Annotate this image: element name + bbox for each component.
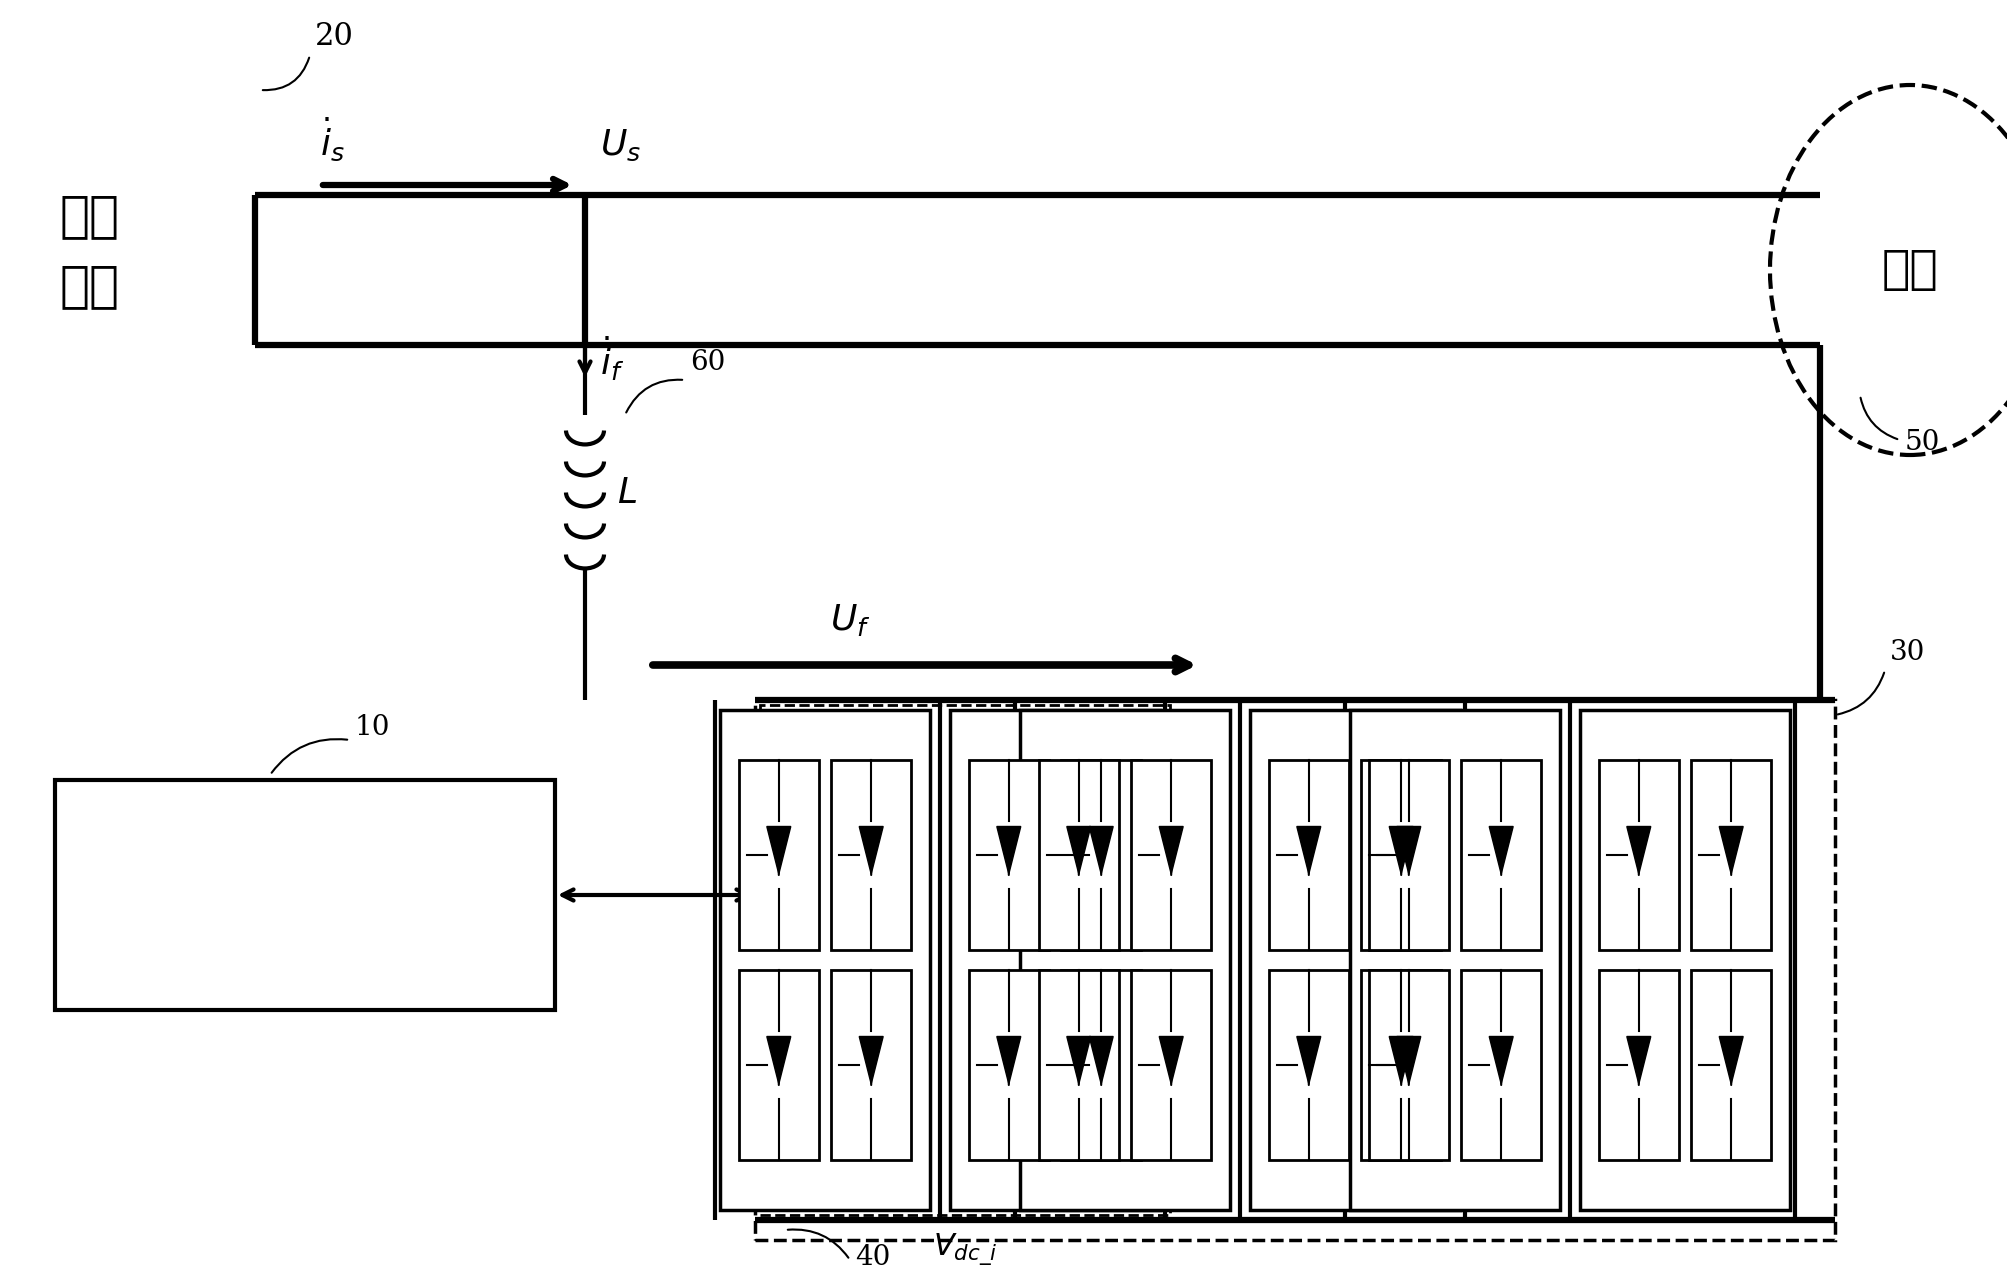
- Polygon shape: [1489, 827, 1513, 875]
- Text: 母线: 母线: [60, 261, 120, 310]
- Bar: [831, 970, 911, 1160]
- Bar: [1690, 760, 1770, 951]
- Polygon shape: [1297, 1037, 1321, 1084]
- Bar: [1690, 970, 1770, 1160]
- Polygon shape: [1389, 827, 1413, 875]
- Text: $\dot{i}_f$: $\dot{i}_f$: [600, 335, 624, 383]
- Polygon shape: [1088, 1037, 1112, 1084]
- Bar: [969, 970, 1048, 1160]
- Polygon shape: [1389, 1037, 1413, 1084]
- Bar: [1062, 970, 1140, 1160]
- Text: 30: 30: [1889, 639, 1925, 666]
- Bar: [755, 699, 1834, 1240]
- Bar: [1598, 760, 1678, 951]
- Polygon shape: [1397, 827, 1421, 875]
- Bar: [1361, 970, 1441, 1160]
- Bar: [54, 781, 554, 1010]
- Bar: [1038, 970, 1118, 1160]
- Text: 50: 50: [1905, 429, 1939, 456]
- Polygon shape: [1158, 1037, 1182, 1084]
- Bar: [949, 710, 1160, 1209]
- Bar: [1461, 760, 1539, 951]
- Polygon shape: [767, 827, 791, 875]
- Bar: [1598, 970, 1678, 1160]
- Polygon shape: [1158, 827, 1182, 875]
- Bar: [831, 760, 911, 951]
- Text: $\dot{i}_s$: $\dot{i}_s$: [319, 115, 345, 164]
- Bar: [1268, 970, 1349, 1160]
- Ellipse shape: [1768, 85, 2007, 455]
- Polygon shape: [995, 827, 1020, 875]
- Bar: [1020, 710, 1230, 1209]
- Text: 60: 60: [690, 349, 725, 376]
- Bar: [1062, 760, 1140, 951]
- Text: $L$: $L$: [616, 475, 636, 510]
- Polygon shape: [1397, 1037, 1421, 1084]
- Polygon shape: [767, 1037, 791, 1084]
- Polygon shape: [1718, 1037, 1742, 1084]
- Polygon shape: [1489, 1037, 1513, 1084]
- Polygon shape: [859, 1037, 883, 1084]
- Polygon shape: [859, 827, 883, 875]
- Polygon shape: [1718, 827, 1742, 875]
- Polygon shape: [1297, 827, 1321, 875]
- Bar: [1038, 760, 1118, 951]
- Text: 负载: 负载: [1881, 247, 1937, 292]
- Text: $U_f$: $U_f$: [829, 601, 871, 638]
- Bar: [1130, 970, 1210, 1160]
- Text: $V_{dc\_i}$: $V_{dc\_i}$: [931, 1231, 997, 1269]
- Bar: [1268, 760, 1349, 951]
- Bar: [739, 760, 819, 951]
- Bar: [969, 760, 1048, 951]
- Bar: [1461, 970, 1539, 1160]
- Text: 系统: 系统: [60, 192, 120, 240]
- Bar: [1361, 760, 1441, 951]
- Bar: [1250, 710, 1459, 1209]
- Polygon shape: [1066, 1037, 1090, 1084]
- Text: 10: 10: [355, 714, 389, 741]
- Polygon shape: [1626, 827, 1650, 875]
- Bar: [1369, 760, 1447, 951]
- Bar: [1349, 710, 1559, 1209]
- Text: 40: 40: [855, 1244, 889, 1271]
- Bar: [721, 710, 929, 1209]
- Polygon shape: [1626, 1037, 1650, 1084]
- Polygon shape: [1088, 827, 1112, 875]
- Bar: [739, 970, 819, 1160]
- Text: $U_s$: $U_s$: [600, 128, 640, 164]
- Polygon shape: [995, 1037, 1020, 1084]
- Text: 20: 20: [315, 21, 353, 52]
- Bar: [1130, 760, 1210, 951]
- Bar: [1369, 970, 1447, 1160]
- Bar: [759, 705, 1170, 1215]
- Polygon shape: [1066, 827, 1090, 875]
- Bar: [1580, 710, 1788, 1209]
